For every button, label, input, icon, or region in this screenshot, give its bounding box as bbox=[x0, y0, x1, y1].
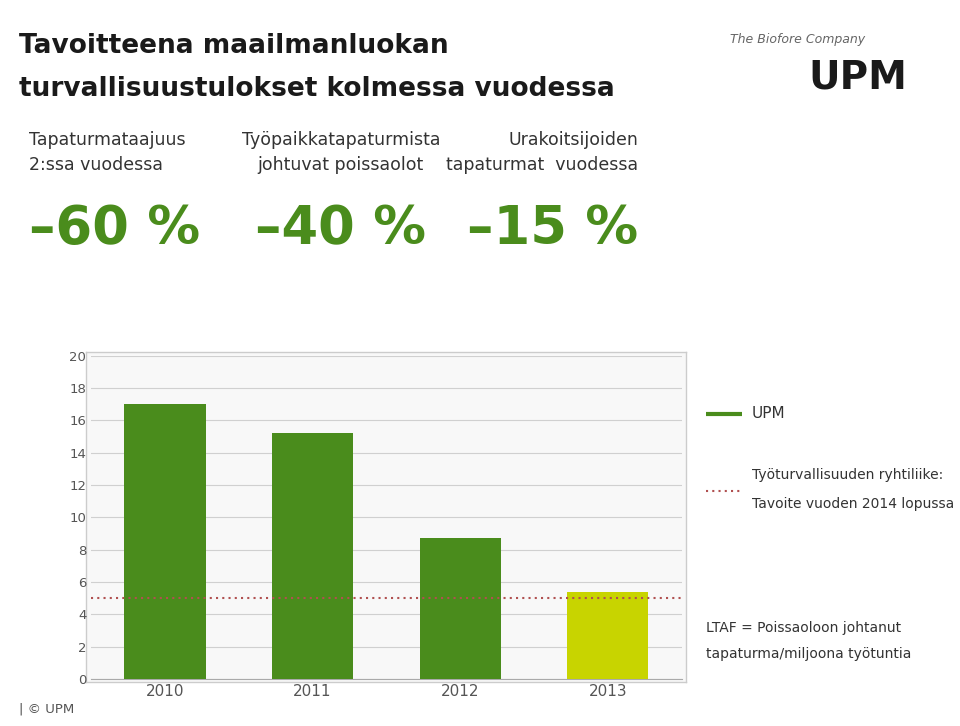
Text: Tapaturmataajuus
2:ssa vuodessa: Tapaturmataajuus 2:ssa vuodessa bbox=[29, 131, 185, 174]
Text: tapaturma/miljoona työtuntia: tapaturma/miljoona työtuntia bbox=[706, 646, 911, 661]
Text: UPM: UPM bbox=[752, 407, 785, 421]
Text: –15 %: –15 % bbox=[468, 203, 638, 256]
Text: Tavoite vuoden 2014 lopussa: Tavoite vuoden 2014 lopussa bbox=[752, 497, 954, 511]
Text: Työturvallisuuden ryhtiliike:: Työturvallisuuden ryhtiliike: bbox=[752, 468, 944, 482]
Text: Urakoitsijoiden
tapaturmat  vuodessa: Urakoitsijoiden tapaturmat vuodessa bbox=[446, 131, 638, 174]
Bar bbox=[125, 404, 205, 679]
Text: turvallisuustulokset kolmessa vuodessa: turvallisuustulokset kolmessa vuodessa bbox=[19, 76, 615, 102]
Text: UPM: UPM bbox=[808, 58, 907, 96]
Text: | © UPM: | © UPM bbox=[19, 702, 75, 715]
Bar bbox=[420, 538, 501, 679]
Text: –60 %: –60 % bbox=[29, 203, 200, 256]
Text: –40 %: –40 % bbox=[255, 203, 426, 256]
Bar bbox=[567, 592, 648, 679]
Bar bbox=[272, 433, 353, 679]
Text: Tavoitteena maailmanluokan: Tavoitteena maailmanluokan bbox=[19, 33, 449, 59]
Text: The Biofore Company: The Biofore Company bbox=[730, 33, 865, 46]
Text: Työpaikkatapaturmista
johtuvat poissaolot: Työpaikkatapaturmista johtuvat poissaolo… bbox=[242, 131, 440, 174]
Text: LTAF = Poissaoloon johtanut: LTAF = Poissaoloon johtanut bbox=[706, 621, 900, 635]
